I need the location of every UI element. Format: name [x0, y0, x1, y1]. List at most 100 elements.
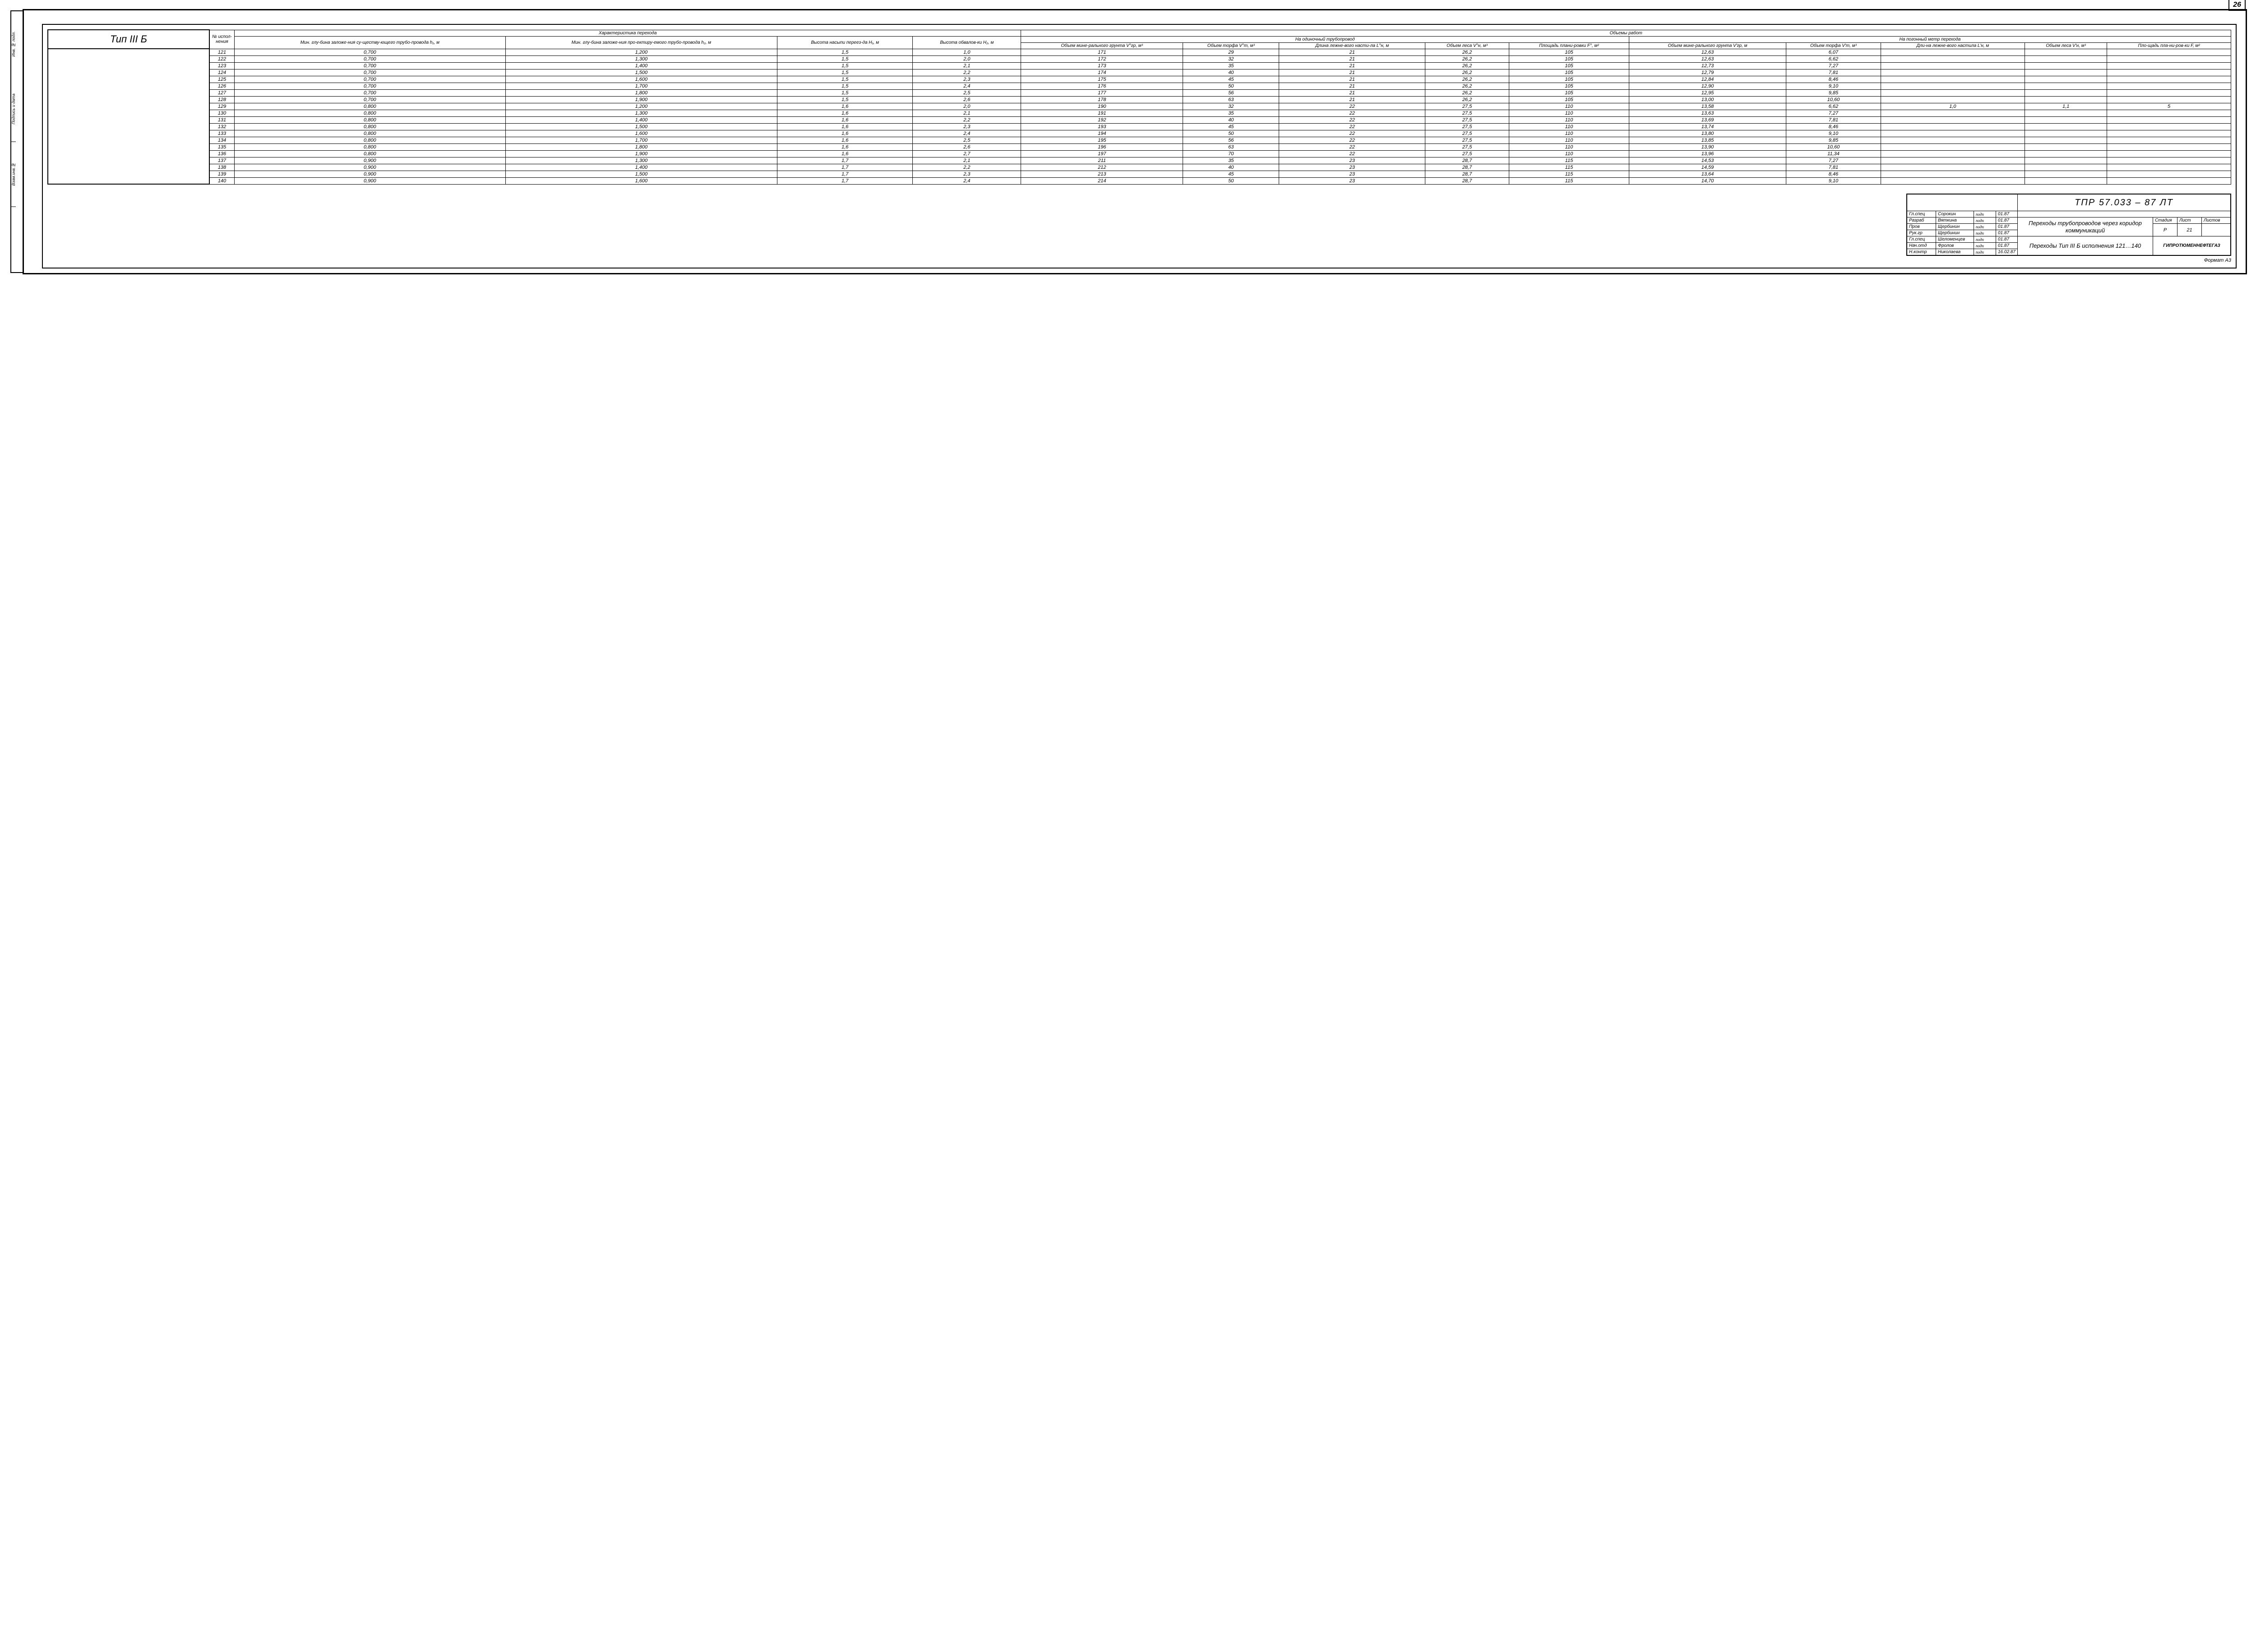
- cell-Ln: 23: [1279, 157, 1425, 164]
- cell-Vt: 50: [1183, 130, 1279, 137]
- cell-H1: 1,6: [777, 123, 913, 130]
- cell-Ln1: [1881, 83, 2025, 89]
- cell-H2: 2,6: [913, 96, 1021, 103]
- cell-Vt: 32: [1183, 103, 1279, 110]
- cell-F: 110: [1509, 123, 1629, 130]
- cell-Vl1: [2025, 164, 2107, 171]
- cell-h2: 1,700: [505, 83, 777, 89]
- cell-Vgr: 175: [1021, 76, 1183, 83]
- cell-H2: 2,1: [913, 62, 1021, 69]
- role-name: Щербинин: [1936, 224, 1974, 230]
- table-row: 1220,7001,3001,52,0172322126,210512,636,…: [48, 56, 2231, 62]
- table-row: 1240,7001,5001,52,2174402126,210512,797,…: [48, 69, 2231, 76]
- cell-h2: 1,500: [505, 171, 777, 177]
- cell-H2: 2,2: [913, 69, 1021, 76]
- role-name: Щербинин: [1936, 230, 1974, 236]
- cell-H2: 2,3: [913, 123, 1021, 130]
- cell-F1: [2107, 49, 2231, 56]
- cell-Ln: 21: [1279, 69, 1425, 76]
- cell-h1: 0,900: [235, 157, 506, 164]
- cell-H1: 1,5: [777, 96, 913, 103]
- cell-Ln1: [1881, 123, 2025, 130]
- role-date: 01.87: [1996, 243, 2018, 249]
- col-h2: Мин. глу-бина заложе-ния про-ектиру-емог…: [505, 36, 777, 49]
- cell-h2: 1,500: [505, 123, 777, 130]
- cell-Ln1: [1881, 177, 2025, 184]
- cell-h2: 1,800: [505, 143, 777, 150]
- cell-n: 135: [209, 143, 235, 150]
- role-label: Гл.спец: [1907, 211, 1936, 217]
- cell-Vgr1: 14,59: [1629, 164, 1786, 171]
- title-block-row: Гл.спецШеломенцевподп01.87Переходы Тип I…: [1907, 236, 2231, 243]
- cell-Vl: 26,2: [1425, 62, 1509, 69]
- cell-Vl: 28,7: [1425, 177, 1509, 184]
- col-Vt: Объем торфа V°т, м³: [1183, 42, 1279, 49]
- col-Fpl: Площадь плани-ровки F°, м²: [1509, 42, 1629, 49]
- cell-Vl1: [2025, 62, 2107, 69]
- cell-F: 110: [1509, 116, 1629, 123]
- cell-Ln: 21: [1279, 76, 1425, 83]
- cell-h1: 0,700: [235, 83, 506, 89]
- cell-H1: 1,6: [777, 103, 913, 110]
- cell-H2: 2,1: [913, 157, 1021, 164]
- cell-Vl1: [2025, 49, 2107, 56]
- cell-F: 110: [1509, 103, 1629, 110]
- cell-Vgr: 193: [1021, 123, 1183, 130]
- cell-Vt1: 11,34: [1786, 150, 1881, 157]
- cell-H2: 2,4: [913, 177, 1021, 184]
- cell-Ln1: [1881, 69, 2025, 76]
- cell-Ln1: [1881, 76, 2025, 83]
- sheet-header: Лист: [2177, 217, 2202, 224]
- cell-Ln1: [1881, 62, 2025, 69]
- cell-H1: 1,5: [777, 56, 913, 62]
- cell-F1: [2107, 76, 2231, 83]
- cell-Ln: 21: [1279, 49, 1425, 56]
- cell-Vt1: 7,81: [1786, 116, 1881, 123]
- cell-H2: 2,2: [913, 116, 1021, 123]
- role-signature: подп: [1974, 249, 1996, 256]
- cell-Vt1: 8,46: [1786, 171, 1881, 177]
- cell-Ln: 21: [1279, 83, 1425, 89]
- table-row: 1250,7001,6001,52,3175452126,210512,848,…: [48, 76, 2231, 83]
- cell-Vgr: 194: [1021, 130, 1183, 137]
- cell-F1: [2107, 143, 2231, 150]
- table-row: 1230,7001,4001,52,1173352126,210512,737,…: [48, 62, 2231, 69]
- cell-F1: [2107, 137, 2231, 143]
- cell-h2: 1,200: [505, 103, 777, 110]
- cell-h1: 0,900: [235, 164, 506, 171]
- cell-h1: 0,700: [235, 56, 506, 62]
- col-Vt1: Объем торфа V'т, м³: [1786, 42, 1881, 49]
- cell-n: 137: [209, 157, 235, 164]
- cell-Vt: 50: [1183, 83, 1279, 89]
- format-footer: Формат А3: [47, 258, 2231, 263]
- cell-Vl: 27,5: [1425, 116, 1509, 123]
- cell-Ln: 23: [1279, 164, 1425, 171]
- cell-H2: 2,1: [913, 110, 1021, 116]
- cell-Ln1: [1881, 164, 2025, 171]
- cell-n: 138: [209, 164, 235, 171]
- cell-F: 115: [1509, 157, 1629, 164]
- cell-n: 134: [209, 137, 235, 143]
- cell-h1: 0,700: [235, 49, 506, 56]
- cell-n: 121: [209, 49, 235, 56]
- cell-Vl: 27,5: [1425, 103, 1509, 110]
- margin-label: Взам.инв.№: [11, 142, 16, 207]
- cell-Vgr1: 12,63: [1629, 49, 1786, 56]
- super-vol: Объемы работ: [1021, 30, 2231, 36]
- cell-F1: [2107, 89, 2231, 96]
- title-block: ТПР 57.033 – 87 ЛТ Гл.спецСорокинподп01.…: [1906, 194, 2231, 256]
- role-name: Фролов: [1936, 243, 1974, 249]
- drawing-title: Переходы трубопроводов через коридор ком…: [2017, 217, 2153, 236]
- super-char: Характеристика перехода: [235, 30, 1021, 36]
- main-data-table: Тип III Б № испол-нения Характеристика п…: [47, 29, 2231, 185]
- cell-Vt: 56: [1183, 137, 1279, 143]
- cell-Vl1: [2025, 143, 2107, 150]
- role-date: 01.87: [1996, 217, 2018, 224]
- cell-Vt1: 7,81: [1786, 164, 1881, 171]
- cell-Vt1: 7,27: [1786, 157, 1881, 164]
- cell-F1: [2107, 69, 2231, 76]
- cell-h1: 0,800: [235, 110, 506, 116]
- role-signature: подп: [1974, 230, 1996, 236]
- stage-header: Стадия: [2153, 217, 2177, 224]
- cell-F1: [2107, 157, 2231, 164]
